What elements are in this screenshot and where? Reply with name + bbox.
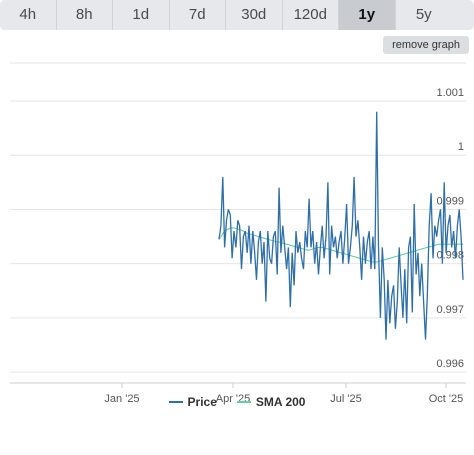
timeframe-tabs: 4h 8h 1d 7d 30d 120d 1y 5y: [0, 0, 474, 30]
tab-8h[interactable]: 8h: [56, 0, 113, 30]
grid-layer: [10, 62, 466, 384]
x-axis-ticks: Jan '25 Apr '25 Jul '25 Oct '25: [104, 383, 463, 405]
remove-graph-button[interactable]: remove graph: [383, 36, 469, 54]
tab-5y[interactable]: 5y: [395, 0, 452, 30]
legend-item-sma-200[interactable]: SMA 200: [236, 393, 306, 411]
x-tick-label: Oct '25: [429, 393, 464, 405]
tab-30d[interactable]: 30d: [226, 0, 283, 30]
y-tick-label: 0.996: [436, 358, 464, 370]
series-line-price: [218, 111, 464, 340]
y-axis-ticks: 1.001 1 0.999 0.998 0.997 0.996: [436, 87, 464, 370]
y-tick-label: 1.001: [436, 87, 464, 99]
legend-label-price: Price: [187, 395, 217, 409]
y-tick-label: 0.998: [436, 250, 464, 262]
tab-1d[interactable]: 1d: [113, 0, 170, 30]
y-tick-label: 1: [458, 141, 464, 153]
tab-120d[interactable]: 120d: [282, 0, 339, 30]
legend-label-sma-200: SMA 200: [255, 395, 306, 409]
tab-1y[interactable]: 1y: [339, 0, 396, 30]
legend-swatch-price: [168, 401, 183, 403]
x-tick-label: Jul '25: [330, 393, 361, 405]
tab-4h[interactable]: 4h: [0, 0, 57, 30]
y-tick-label: 0.999: [436, 195, 464, 207]
tab-7d[interactable]: 7d: [169, 0, 226, 30]
legend-swatch-sma-200: [236, 401, 251, 403]
x-tick-label: Jan '25: [104, 393, 139, 405]
chart-legend: Price SMA 200: [0, 393, 474, 411]
legend-item-price[interactable]: Price: [168, 393, 217, 411]
y-tick-label: 0.997: [436, 304, 464, 316]
